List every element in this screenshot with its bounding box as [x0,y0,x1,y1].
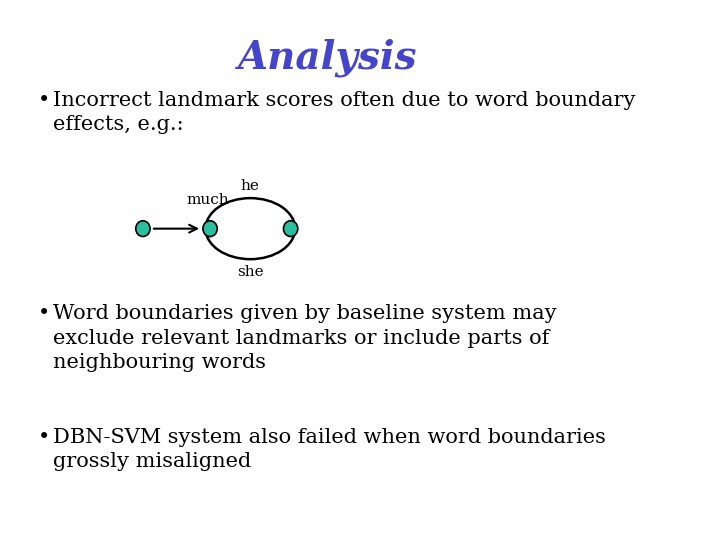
Text: •: • [38,305,50,323]
Text: she: she [237,265,264,279]
Circle shape [203,221,217,237]
Text: he: he [241,179,260,193]
Text: Incorrect landmark scores often due to word boundary
effects, e.g.:: Incorrect landmark scores often due to w… [53,91,636,134]
Text: Word boundaries given by baseline system may
exclude relevant landmarks or inclu: Word boundaries given by baseline system… [53,305,557,372]
Text: DBN-SVM system also failed when word boundaries
grossly misaligned: DBN-SVM system also failed when word bou… [53,428,606,471]
Text: •: • [38,91,50,110]
Text: •: • [38,428,50,447]
Circle shape [284,221,298,237]
Text: much: much [186,193,229,207]
Text: Analysis: Analysis [237,39,416,77]
Circle shape [136,221,150,237]
